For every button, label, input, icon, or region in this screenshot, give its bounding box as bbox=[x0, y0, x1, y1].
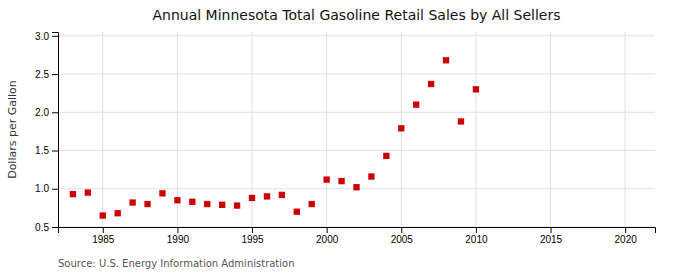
point bbox=[383, 153, 389, 159]
tick-label: 2020 bbox=[615, 234, 638, 245]
tick: 2.5 bbox=[35, 69, 58, 80]
point bbox=[413, 101, 419, 107]
tick-mark bbox=[401, 227, 402, 233]
point bbox=[100, 212, 106, 218]
axis-line bbox=[52, 33, 59, 228]
points bbox=[70, 57, 479, 219]
point bbox=[189, 199, 195, 205]
point bbox=[294, 209, 300, 215]
tick-mark bbox=[625, 227, 626, 233]
tick-mark bbox=[52, 227, 58, 228]
point bbox=[279, 192, 285, 198]
tick-label: 2000 bbox=[316, 234, 339, 245]
tick-label: 0.5 bbox=[35, 222, 49, 233]
tick: 3.0 bbox=[35, 31, 58, 42]
grid-line bbox=[58, 74, 655, 75]
point bbox=[473, 86, 479, 92]
tick: 1990 bbox=[167, 227, 190, 245]
grid-line bbox=[102, 32, 103, 227]
annotation: Source: U.S. Energy Information Administ… bbox=[58, 258, 295, 269]
plot: 1985 1990 1995 2000 2005 2010 2015 2020 0.5 1.0 1.… bbox=[35, 31, 655, 246]
point bbox=[428, 81, 434, 87]
grid bbox=[58, 32, 655, 227]
tick-label: 3.0 bbox=[35, 31, 49, 42]
tick-mark bbox=[103, 227, 104, 233]
point bbox=[234, 202, 240, 208]
point bbox=[204, 201, 210, 207]
tick-mark bbox=[476, 227, 477, 233]
point bbox=[353, 184, 359, 190]
grid-line bbox=[58, 35, 655, 36]
point bbox=[443, 57, 449, 63]
tick-label: 2.5 bbox=[35, 69, 49, 80]
tick-mark bbox=[252, 227, 253, 233]
tick-label: 1995 bbox=[241, 234, 264, 245]
tick-label: 2.0 bbox=[35, 107, 49, 118]
axis-line bbox=[59, 228, 656, 234]
tick: 2005 bbox=[391, 227, 414, 245]
tick: 1.5 bbox=[35, 145, 58, 156]
tick: 1995 bbox=[241, 227, 264, 245]
point bbox=[249, 195, 255, 201]
grid-line bbox=[475, 32, 476, 227]
point bbox=[85, 189, 91, 195]
point bbox=[458, 118, 464, 124]
tick-label: 1.0 bbox=[35, 183, 49, 194]
tick: 2000 bbox=[316, 227, 339, 245]
tick: 1.0 bbox=[35, 183, 58, 194]
grid-line bbox=[326, 32, 327, 227]
x-axis: 1985 1990 1995 2000 2005 2010 2015 2020 bbox=[59, 227, 656, 245]
title: Annual Minnesota Total Gasoline Retail S… bbox=[152, 7, 560, 23]
tick-mark bbox=[52, 189, 58, 190]
tick-label: 1985 bbox=[92, 234, 115, 245]
tick-label: 2015 bbox=[540, 234, 563, 245]
tick: 2010 bbox=[465, 227, 488, 245]
grid-line bbox=[58, 150, 655, 151]
point bbox=[368, 173, 374, 179]
tick-mark bbox=[327, 227, 328, 233]
tick-label: 1.5 bbox=[35, 145, 49, 156]
tick-mark bbox=[52, 112, 58, 113]
tick-label: 1990 bbox=[167, 234, 190, 245]
point bbox=[70, 191, 76, 197]
point bbox=[219, 202, 225, 208]
tick: 2.0 bbox=[35, 107, 58, 118]
point bbox=[129, 199, 135, 205]
grid-line bbox=[58, 112, 655, 113]
point bbox=[174, 197, 180, 203]
tick-mark bbox=[177, 227, 178, 233]
point bbox=[115, 210, 121, 216]
tick: 1985 bbox=[92, 227, 115, 245]
y-axis: 0.5 1.0 1.5 2.0 2.5 3.0 bbox=[35, 31, 58, 233]
point bbox=[159, 190, 165, 196]
grid-line bbox=[550, 32, 551, 227]
tick-label: 2005 bbox=[391, 234, 414, 245]
tick-mark bbox=[52, 151, 58, 152]
point bbox=[323, 176, 329, 182]
chart: 1985 1990 1995 2000 2005 2010 2015 2020 0.5 1.0 1.… bbox=[0, 0, 675, 275]
point bbox=[338, 178, 344, 184]
point bbox=[264, 193, 270, 199]
tick: 2020 bbox=[615, 227, 638, 245]
tick: 2015 bbox=[540, 227, 563, 245]
tick-mark bbox=[551, 227, 552, 233]
point bbox=[309, 201, 315, 207]
tick: 0.5 bbox=[35, 222, 58, 233]
y-axis-label: Dollars per Gallon bbox=[6, 80, 19, 179]
point bbox=[398, 125, 404, 131]
tick-mark bbox=[52, 36, 58, 37]
tick-mark bbox=[52, 74, 58, 75]
point bbox=[144, 201, 150, 207]
grid-line bbox=[625, 32, 626, 227]
tick-label: 2010 bbox=[465, 234, 488, 245]
